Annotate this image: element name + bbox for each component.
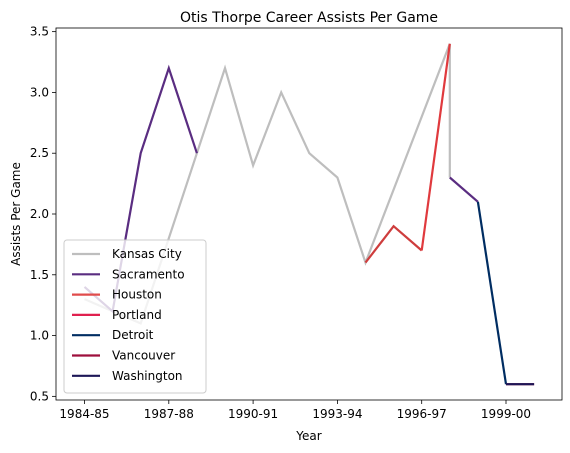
legend-label: Vancouver <box>112 349 175 363</box>
y-tick-label: 1.5 <box>30 268 49 282</box>
x-tick-label: 1996-97 <box>397 407 447 421</box>
legend: Kansas City Sacramento Houston Portland Detr… <box>63 239 207 394</box>
legend-label: Kansas City <box>112 247 182 261</box>
x-tick-label: 1984-85 <box>59 407 109 421</box>
y-axis: 0.5 1.0 1.5 2.0 2.5 3.0 3.5 <box>30 25 56 403</box>
y-tick-label: 3.5 <box>30 25 49 39</box>
y-tick-label: 3.0 <box>30 85 49 99</box>
x-axis: 1984-85 1987-88 1990-91 1993-94 1996-97 1999-… <box>59 400 531 421</box>
series-line-sacramento-2 <box>449 176 479 203</box>
x-tick-label: 1990-91 <box>228 407 278 421</box>
series-line-detroit-5 <box>476 201 508 385</box>
legend-label: Houston <box>112 288 162 302</box>
x-tick-label: 1987-88 <box>144 407 194 421</box>
chart-title: Otis Thorpe Career Assists Per Game <box>180 10 438 26</box>
x-axis-label: Year <box>295 429 321 443</box>
x-tick-label: 1993-94 <box>312 407 362 421</box>
legend-label: Detroit <box>112 328 154 342</box>
series-line-houston-3 <box>364 224 423 264</box>
y-tick-label: 0.5 <box>30 389 49 403</box>
y-tick-label: 2.0 <box>30 207 49 221</box>
series-line-portland-4 <box>420 43 451 251</box>
legend-label: Sacramento <box>112 267 185 281</box>
legend-label: Washington <box>112 369 183 383</box>
y-tick-label: 1.0 <box>30 329 49 343</box>
y-axis-label: Assists Per Game <box>9 162 23 266</box>
x-tick-label: 1999-00 <box>481 407 531 421</box>
y-tick-label: 2.5 <box>30 146 49 160</box>
legend-label: Portland <box>112 308 162 322</box>
